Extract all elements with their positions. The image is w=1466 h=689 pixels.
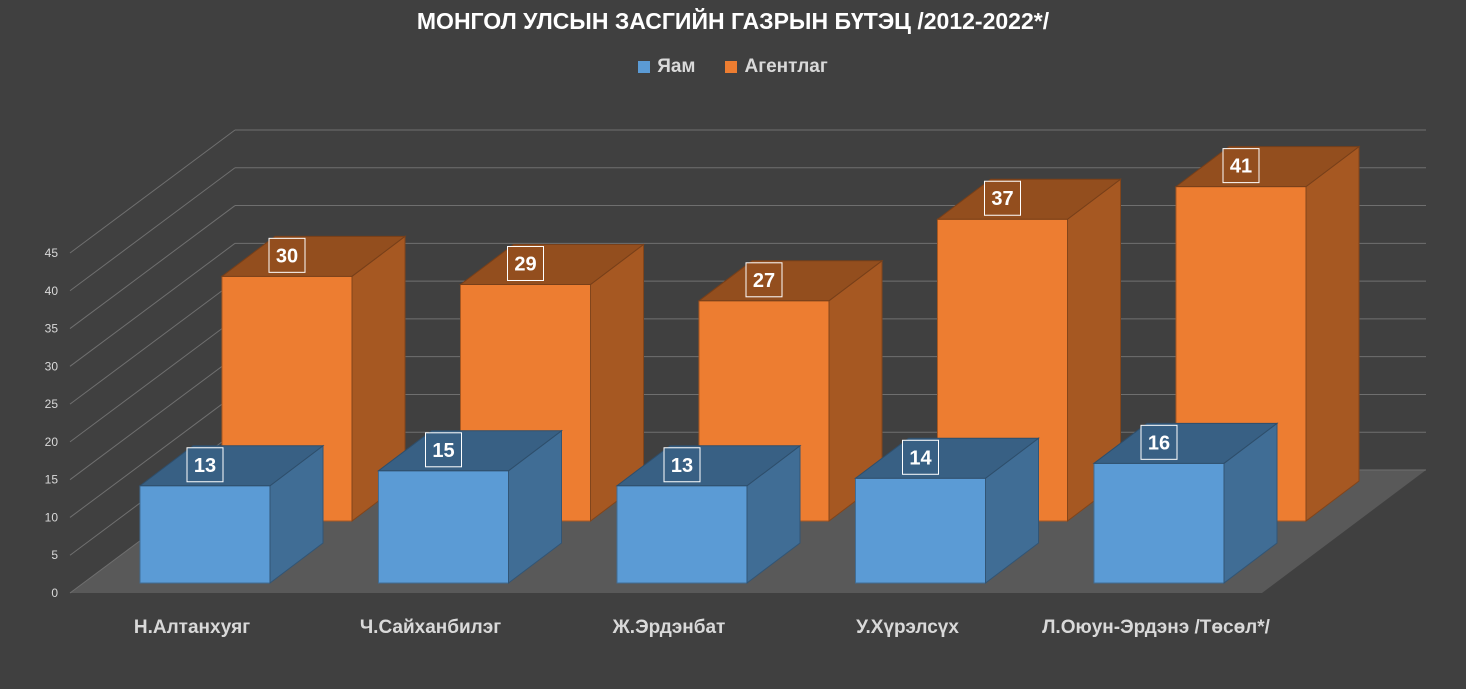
bar-top [220,235,407,277]
data-label-box [745,262,783,298]
data-label: 13 [194,455,216,477]
gridline-side [69,280,236,405]
legend-swatch-series-2 [725,61,738,73]
data-label: 13 [671,455,693,477]
bar-front [139,485,271,584]
bar-top [377,430,563,472]
bar-top [615,445,802,487]
bar-front [378,470,509,584]
legend-item-series-1: Яам [638,56,695,78]
data-label: 27 [753,270,775,292]
legend-swatch-series-1 [638,61,651,73]
category-label: Л.Оюун-Эрдэнэ /Төсөл*/ [1042,617,1271,638]
data-label: 41 [1230,156,1252,178]
data-label-box [507,245,544,281]
data-label: 37 [991,188,1013,210]
y-tick-label: 0 [51,586,58,600]
gridline-side [69,394,236,518]
bar-side [1305,145,1360,523]
bar-top [936,178,1122,220]
data-label-box [902,439,939,475]
category-label: Ч.Сайханбилэг [360,617,501,638]
y-tick-label: 30 [45,359,59,373]
y-tick-label: 10 [45,510,59,524]
data-label-box [186,447,224,483]
gridline-side [69,242,236,367]
bar-top [138,445,325,487]
y-tick-label: 5 [51,548,58,562]
bar-front [616,485,748,584]
legend: Яам Агентлаг [0,56,1466,78]
gridline-side [69,356,236,481]
bar-top [697,260,884,302]
bar-top [1092,422,1279,464]
category-label: У.Хүрэлсүх [856,617,959,638]
y-tick-label: 40 [45,284,59,298]
bar-front [855,477,986,584]
gridline-side [69,167,236,292]
data-label-box [663,447,701,483]
chart-title: МОНГОЛ УЛСЫН ЗАСГИЙН ГАЗРЫН БҮТЭЦ /2012-… [416,8,1050,34]
data-label: 16 [1148,432,1170,454]
data-label-box [984,180,1021,216]
y-tick-label: 45 [45,246,59,260]
data-label-box [425,432,462,468]
data-label: 30 [276,245,298,267]
data-label: 29 [514,253,536,275]
legend-label-series-2: Агентлаг [744,56,828,77]
y-tick-label: 20 [45,435,59,449]
y-tick-label: 25 [45,397,59,411]
category-label: Н.Алтанхуяг [134,617,250,638]
gridline-side [69,129,236,254]
legend-label-series-1: Яам [657,56,696,77]
data-label: 15 [432,440,454,462]
bar-top [459,243,645,285]
data-label: 14 [909,447,932,469]
data-label-box [1222,148,1260,184]
data-label-box [1140,424,1178,460]
category-label: Ж.Эрдэнбат [612,617,726,638]
gridline-side [69,205,236,329]
legend-item-series-2: Агентлаг [725,56,828,78]
bar-front [1093,462,1225,584]
y-tick-label: 35 [45,322,59,336]
bar-top [1174,146,1361,188]
bar-top [854,437,1040,479]
data-label-box [268,237,306,273]
y-tick-label: 15 [45,473,59,487]
gridline-side [69,318,236,443]
